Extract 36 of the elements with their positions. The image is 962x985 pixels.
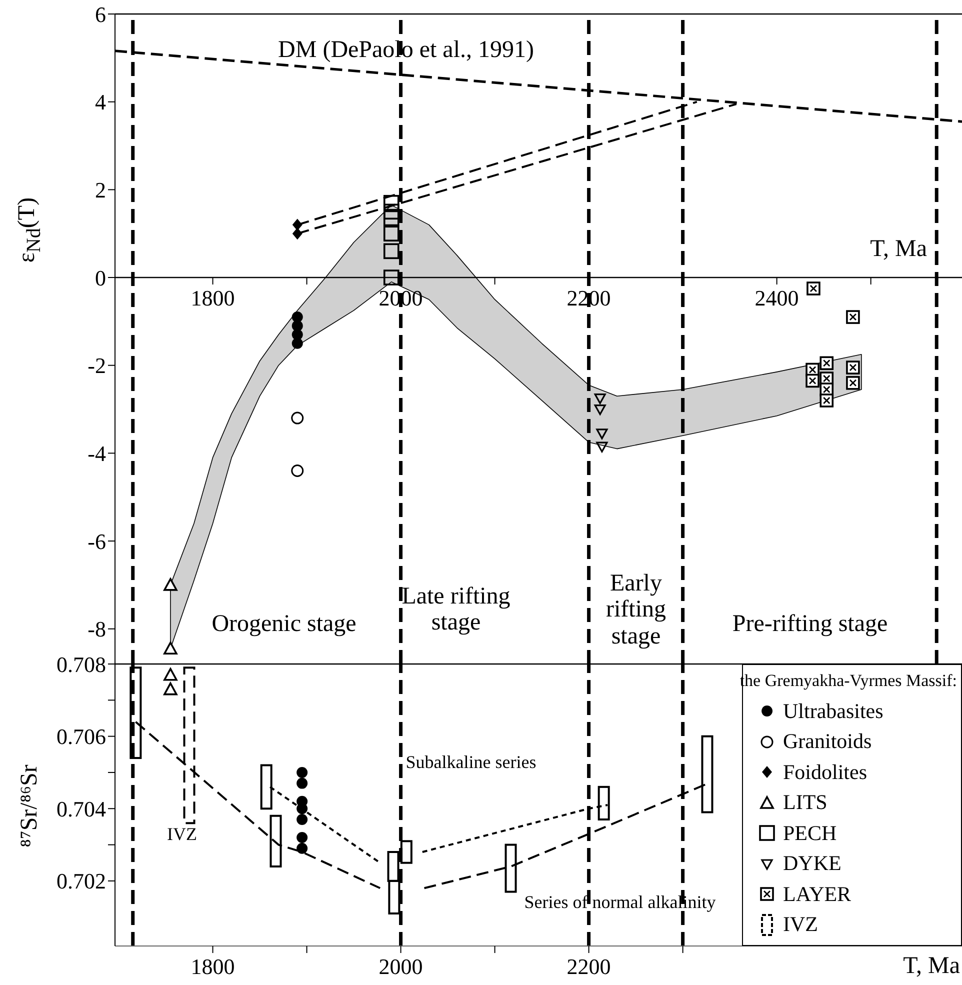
x-tick-label: 2000 xyxy=(378,954,423,979)
legend-label: Ultrabasites xyxy=(783,698,884,724)
legend-label: DYKE xyxy=(783,851,842,876)
x-axis-title: T, Ma xyxy=(903,953,960,980)
y-axis-title: ⁸⁷Sr/⁸⁶Sr xyxy=(16,764,44,848)
y-tick-label: 0.702 xyxy=(56,868,106,894)
legend-label: LAYER xyxy=(783,882,852,906)
legend-label: Foidolites xyxy=(783,760,868,784)
legend-label: PECH xyxy=(783,820,837,846)
y-tick-label: 6 xyxy=(95,2,106,27)
x-tick-label: 1800 xyxy=(190,954,235,979)
y-tick-label: 4 xyxy=(95,90,106,115)
x-axis-title: T, Ma xyxy=(870,236,927,262)
x-tick-label: 2200 xyxy=(566,954,611,979)
y-tick-label: 0.706 xyxy=(56,724,106,750)
legend-label: LITS xyxy=(783,790,828,815)
y-tick-label: 0.708 xyxy=(56,652,106,677)
annotation: DM (DePaolo et al., 1991) xyxy=(278,36,534,64)
annotation: Late rifting stage xyxy=(402,584,510,636)
annotation: IVZ xyxy=(167,824,197,845)
y-tick-label: 0 xyxy=(95,265,106,290)
legend-label: IVZ xyxy=(783,912,818,937)
annotation: Series of normal alkalinity xyxy=(524,892,716,913)
x-tick-label: 2400 xyxy=(754,286,799,311)
legend-label: Granitoids xyxy=(783,729,872,754)
annotation: Orogenic stage xyxy=(212,610,356,638)
annotation: Pre-rifting stage xyxy=(732,610,888,638)
annotation: Early rifting stage xyxy=(606,570,666,650)
y-tick-label: 0.704 xyxy=(56,796,106,822)
y-tick-label: -2 xyxy=(88,353,106,378)
annotation: Subalkaline series xyxy=(406,752,536,773)
y-tick-label: 2 xyxy=(95,177,106,202)
y-tick-label: -8 xyxy=(88,616,106,642)
y-tick-label: -6 xyxy=(88,528,106,554)
y-tick-label: -4 xyxy=(88,441,106,466)
x-tick-label: 1800 xyxy=(190,286,235,311)
